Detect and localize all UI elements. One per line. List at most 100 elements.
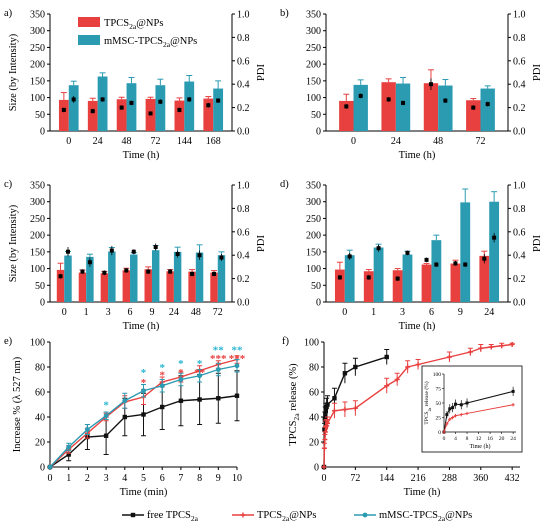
y2-tick-label: 1.0 <box>237 10 250 21</box>
x-tick-label: 72 <box>475 136 485 147</box>
y-tick-label: 100 <box>304 338 319 349</box>
data-point <box>215 367 221 372</box>
x-axis-label: Time (min) <box>120 487 168 498</box>
y-axis-label: Size (by Intensity) <box>8 204 19 282</box>
data-point <box>342 371 348 376</box>
bar-tpcs2a-nps <box>56 269 65 302</box>
data-point <box>159 383 165 389</box>
bar-mmsc-tpcs2a-nps <box>344 255 355 302</box>
bar-tpcs2a-nps <box>174 100 185 131</box>
bar-mmsc-tpcs2a-nps <box>402 254 413 302</box>
inset-data-point <box>465 401 469 405</box>
x-tick-label: 10 <box>232 473 242 484</box>
x-tick-label: 6 <box>160 473 165 484</box>
panel-label: d) <box>280 179 289 190</box>
data-point <box>197 397 202 402</box>
inset-data-point <box>451 415 455 420</box>
y-tick-label: 200 <box>306 231 321 242</box>
y-tick-label: 50 <box>311 281 321 292</box>
y2-tick-label: 0.6 <box>237 56 250 67</box>
bar-tpcs2a-nps <box>203 98 214 131</box>
x-tick-label: 144 <box>379 473 394 484</box>
inset-y-tick-label: 0 <box>438 430 441 436</box>
inset-data-point <box>511 389 515 393</box>
inset-y-axis-label: TPCS2a release (%) <box>423 381 432 424</box>
y-tick-label: 300 <box>30 26 45 37</box>
inset-y-tick-label: 50 <box>436 401 442 407</box>
significance-marker: * <box>178 358 184 370</box>
x-tick-label: 5 <box>141 473 146 484</box>
inset-y-tick-label: 75 <box>436 387 442 393</box>
bar-mmsc-tpcs2a-nps <box>195 252 204 302</box>
y-tick-label: 300 <box>30 197 45 208</box>
legend-swatch <box>78 35 100 45</box>
y2-tick-label: 0.2 <box>237 103 250 114</box>
significance-marker: * <box>103 399 109 411</box>
data-point <box>103 433 109 438</box>
x-tick-label: 216 <box>411 473 426 484</box>
data-point <box>103 413 109 419</box>
bar-mmsc-tpcs2a-nps <box>213 88 224 131</box>
significance-marker: * <box>178 367 184 379</box>
y-tick-label: 80 <box>35 363 45 374</box>
x-tick-label: 3 <box>400 307 405 318</box>
y2-tick-label: 0.6 <box>513 56 526 67</box>
y-tick-label: 0 <box>316 298 321 309</box>
y-tick-label: 20 <box>35 438 45 449</box>
panel-label: b) <box>280 8 289 19</box>
inset-x-tick-label: 8 <box>466 436 469 442</box>
bar-mmsc-tpcs2a-nps <box>173 251 182 302</box>
y-tick-label: 350 <box>30 181 45 192</box>
x-tick-label: 0 <box>62 307 67 318</box>
bar-mmsc-tpcs2a-nps <box>438 85 453 131</box>
y2-tick-label: 0.2 <box>513 274 526 285</box>
significance-marker: * <box>141 377 147 389</box>
inset-data-point <box>445 422 449 426</box>
y2-tick-label: 0.8 <box>237 33 250 44</box>
legend-label: free TPCS2a <box>147 510 199 523</box>
x-tick-label: 24 <box>169 307 179 318</box>
bar-tpcs2a-nps <box>210 272 218 302</box>
bar-tpcs2a-nps <box>363 271 374 302</box>
x-tick-label: 8 <box>197 473 202 484</box>
x-tick-label: 2 <box>85 473 90 484</box>
data-point <box>332 396 337 401</box>
data-point <box>197 373 203 379</box>
data-point <box>160 404 165 410</box>
inset-data-point <box>445 413 449 417</box>
inset-data-point <box>511 403 515 407</box>
data-point <box>446 354 452 360</box>
y-tick-label: 50 <box>311 110 321 121</box>
y2-axis-label: PDI <box>532 235 543 252</box>
x-tick-label: 72 <box>150 136 160 147</box>
data-point <box>85 427 90 432</box>
data-point <box>66 444 72 450</box>
data-point <box>467 349 473 355</box>
data-point <box>478 345 484 351</box>
y-tick-label: 350 <box>306 10 321 21</box>
y2-tick-label: 0.8 <box>513 204 526 215</box>
data-point <box>353 364 358 370</box>
y2-tick-label: 1.0 <box>513 10 526 21</box>
x-tick-label: 1 <box>66 473 71 484</box>
y-tick-label: 80 <box>309 363 319 374</box>
x-tick-label: 48 <box>122 136 132 147</box>
x-tick-label: 4 <box>122 473 127 484</box>
legend-label: TPCS2a@NPs <box>104 18 163 31</box>
y-tick-label: 100 <box>30 264 45 275</box>
x-tick-label: 3 <box>104 473 109 484</box>
y2-axis-label: PDI <box>256 235 267 252</box>
y-tick-label: 40 <box>309 413 319 424</box>
panel-label: a) <box>4 8 13 19</box>
x-tick-label: 0 <box>342 307 347 318</box>
bottom-legend: free TPCS2a TPCS2a@NPs mMSC-TPCS2a@NPs <box>122 510 472 523</box>
y-axis-label: TPCS2a release (%) <box>288 363 301 446</box>
bar-mmsc-tpcs2a-nps <box>395 83 411 131</box>
y-tick-label: 100 <box>306 93 321 104</box>
y-tick-label: 40 <box>35 413 45 424</box>
x-tick-label: 432 <box>505 473 520 484</box>
bar-mmsc-tpcs2a-nps <box>489 201 500 302</box>
x-tick-label: 360 <box>473 473 488 484</box>
x-tick-label: 0 <box>48 473 53 484</box>
